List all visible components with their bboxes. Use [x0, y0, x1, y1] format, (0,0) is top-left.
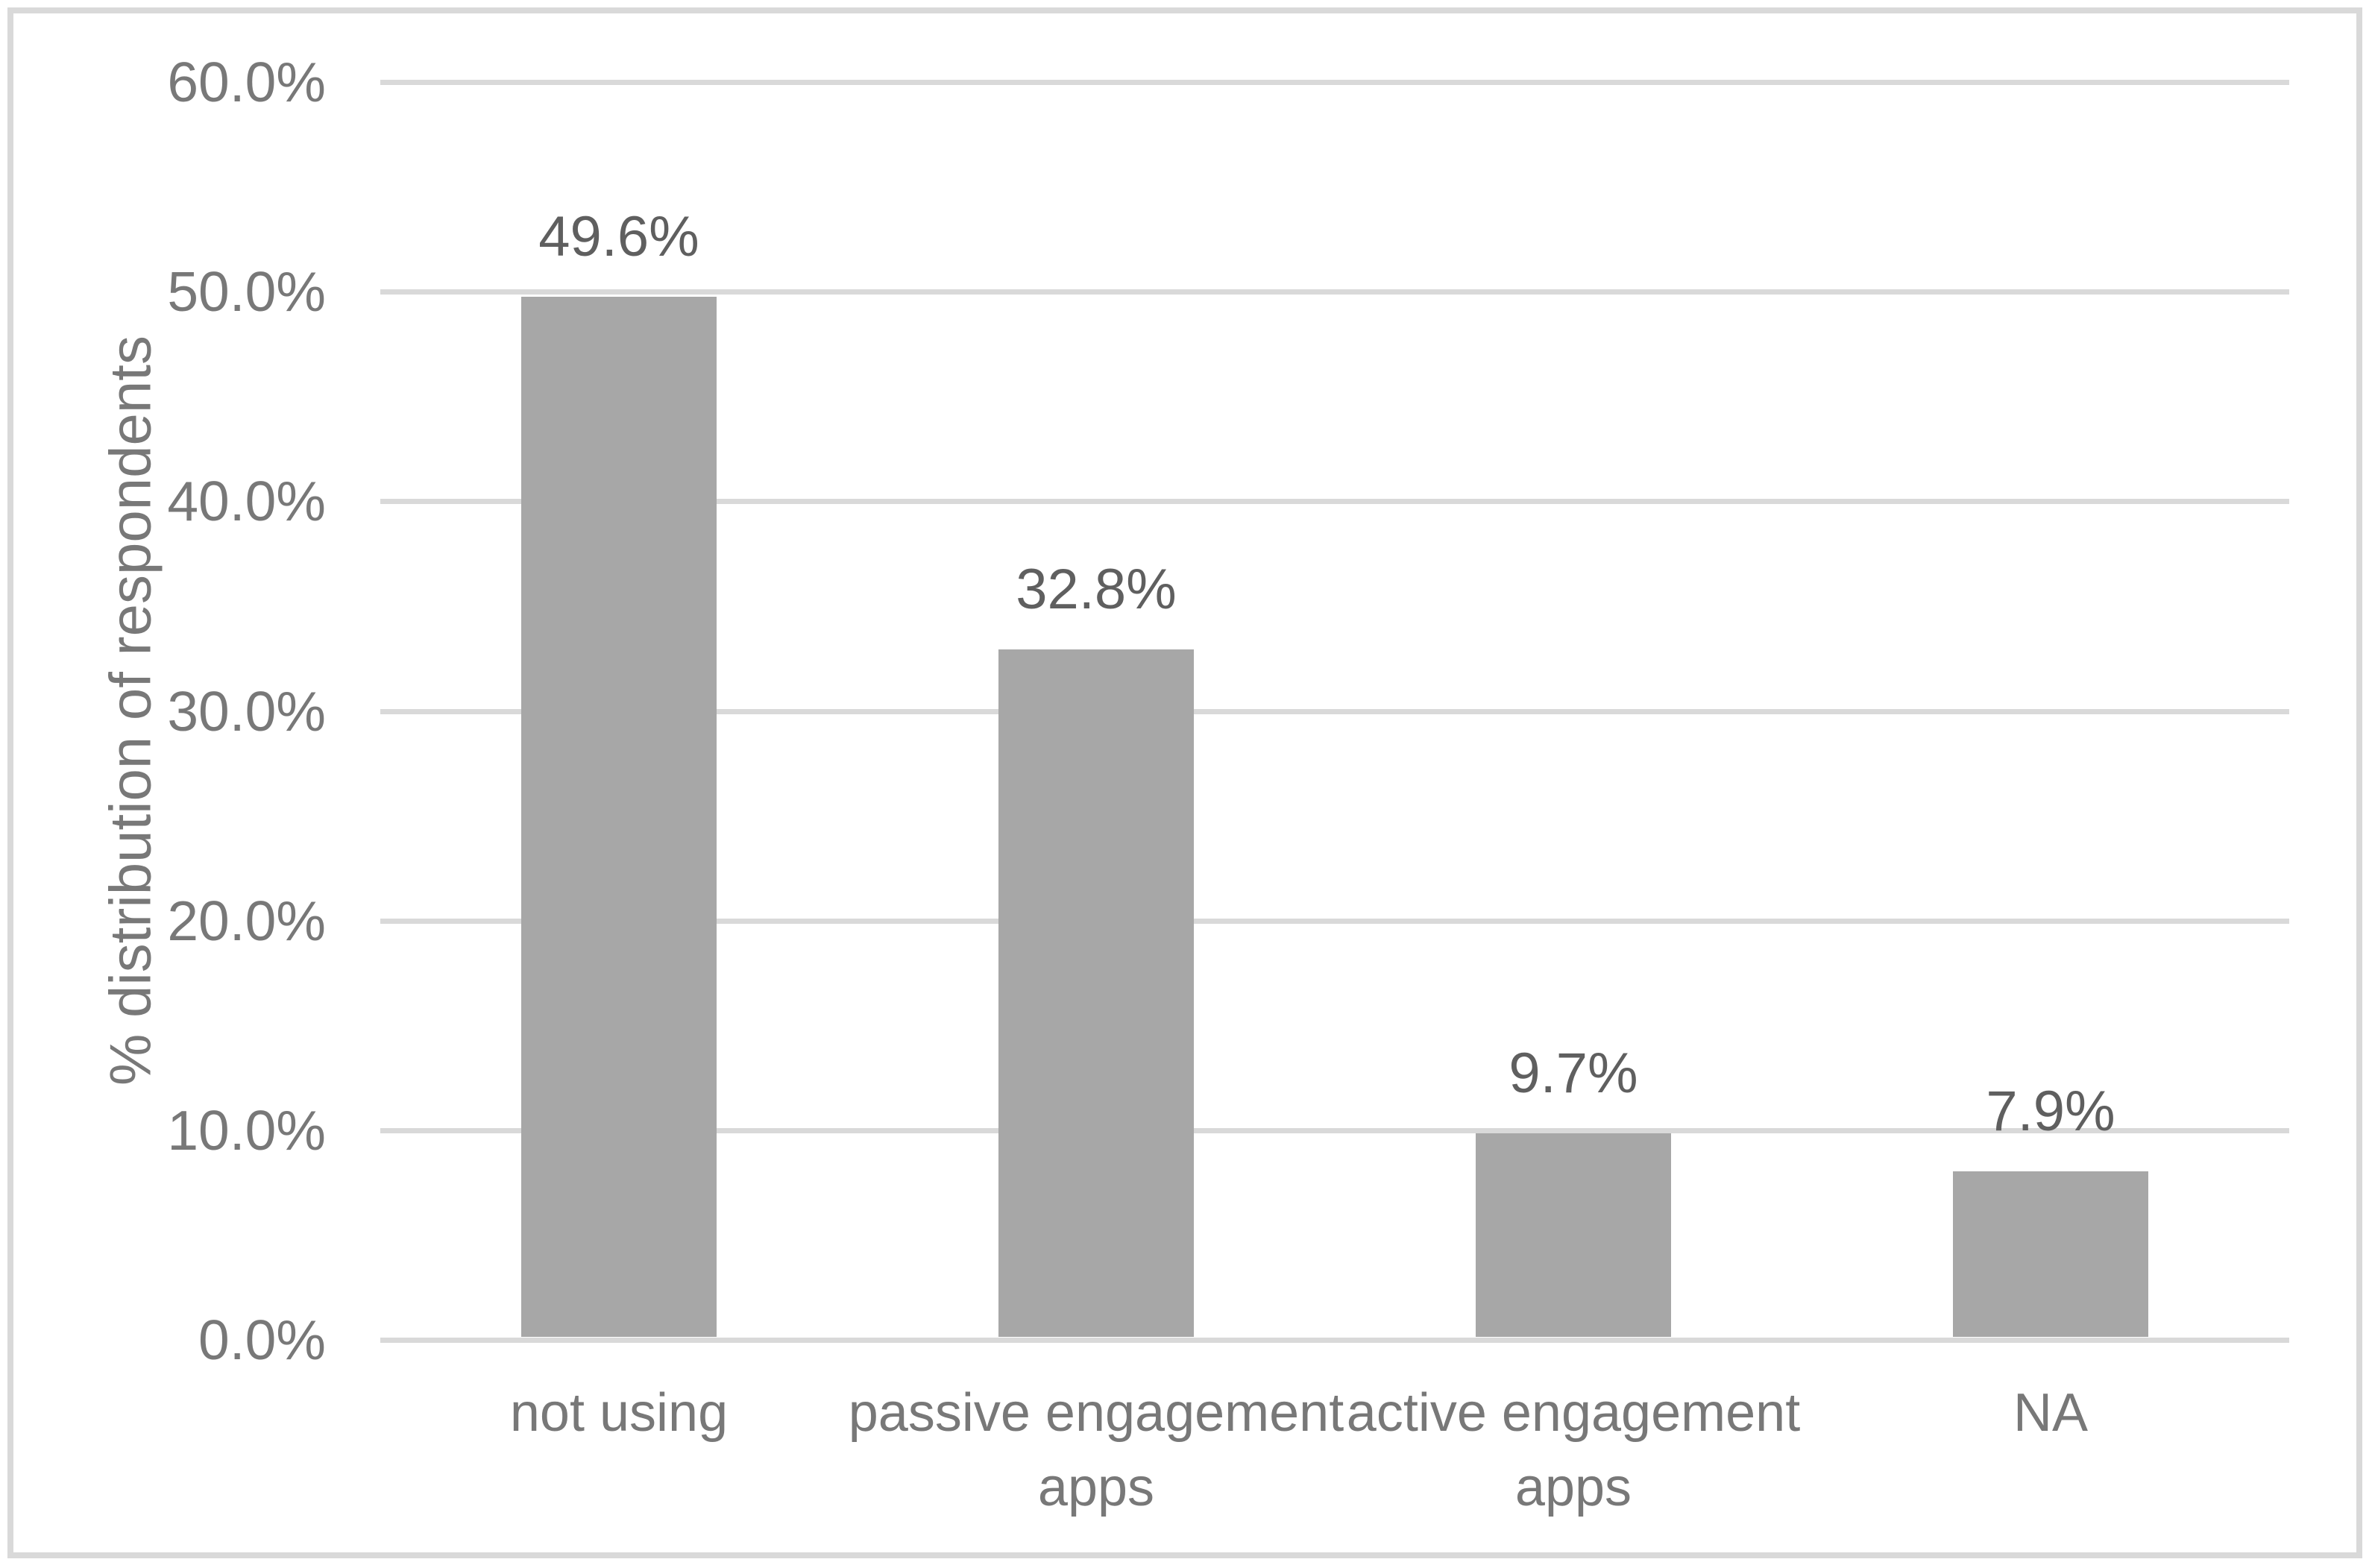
y-tick-label: 30.0%: [167, 679, 326, 743]
y-axis-tick-labels: 0.0% 10.0% 20.0% 30.0% 40.0% 50.0% 60.0%: [0, 0, 326, 1568]
data-label: 9.7%: [1509, 1042, 1638, 1106]
gridline: [380, 918, 2289, 924]
data-label: 49.6%: [538, 205, 699, 269]
x-category-label: passive engagement apps: [848, 1383, 1344, 1517]
plot-area: 49.6% 32.8% 9.7% 7.9%: [380, 80, 2289, 1343]
bar-3: [1476, 1133, 1671, 1337]
bar-4: [1953, 1171, 2148, 1337]
x-axis-line: [380, 1338, 2289, 1343]
bar-1: [521, 297, 717, 1337]
gridline: [380, 289, 2289, 295]
y-tick-label: 40.0%: [167, 470, 326, 533]
y-tick-label: 20.0%: [167, 889, 326, 952]
y-tick-label: 60.0%: [167, 51, 326, 113]
y-tick-label: 50.0%: [167, 260, 326, 324]
data-label: 32.8%: [1016, 557, 1177, 621]
x-category-label: not using: [509, 1383, 729, 1443]
bar-2: [998, 649, 1194, 1337]
y-tick-label: 10.0%: [167, 1098, 326, 1162]
gridline: [380, 499, 2289, 505]
y-tick-label: 0.0%: [198, 1309, 326, 1371]
x-category-label: NA: [2013, 1383, 2089, 1443]
gridline: [380, 80, 2289, 85]
x-category-label: active engagement apps: [1346, 1383, 1801, 1517]
gridline: [380, 1127, 2289, 1133]
gridline: [380, 708, 2289, 714]
x-axis-category-labels: not using passive engagement apps active e…: [380, 1376, 2289, 1555]
data-label: 7.9%: [1986, 1079, 2115, 1143]
